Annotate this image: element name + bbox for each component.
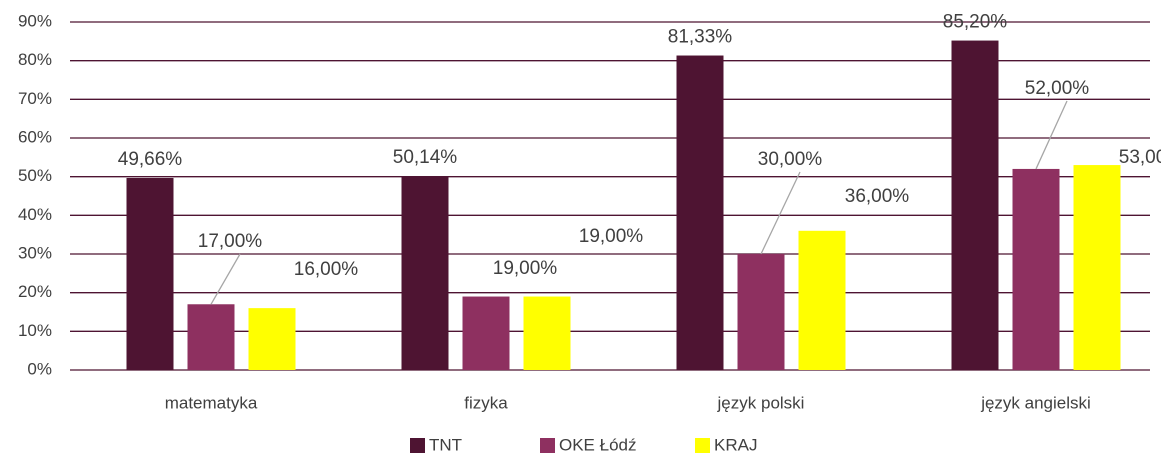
y-tick-label: 80%	[18, 50, 52, 69]
data-label: 17,00%	[198, 231, 263, 252]
legend-label: KRAJ	[714, 435, 757, 454]
y-tick-label: 50%	[18, 166, 52, 185]
bar	[126, 177, 174, 370]
data-label: 81,33%	[668, 27, 733, 48]
bar	[401, 176, 449, 370]
data-label: 30,00%	[758, 149, 823, 170]
bar	[676, 55, 724, 371]
bar	[462, 296, 510, 370]
leader-line	[210, 253, 241, 305]
y-tick-label: 30%	[18, 243, 52, 262]
bar	[798, 230, 846, 370]
y-tick-label: 70%	[18, 89, 52, 108]
x-tick-label: język angielski	[980, 393, 1091, 412]
x-tick-label: matematyka	[165, 393, 258, 412]
leader-line	[1035, 100, 1068, 170]
data-label: 19,00%	[579, 226, 644, 247]
data-label: 49,66%	[118, 149, 183, 170]
bar	[248, 308, 296, 370]
y-tick-label: 10%	[18, 321, 52, 340]
data-label: 16,00%	[294, 259, 359, 280]
bar	[1012, 168, 1060, 370]
data-label: 52,00%	[1025, 78, 1090, 99]
bar	[523, 296, 571, 370]
y-tick-label: 20%	[18, 282, 52, 301]
bar	[187, 304, 235, 370]
x-tick-label: język polski	[717, 393, 805, 412]
data-label: 19,00%	[493, 258, 558, 279]
y-tick-label: 60%	[18, 127, 52, 146]
y-tick-label: 90%	[18, 11, 52, 30]
x-tick-label: fizyka	[464, 393, 508, 412]
leader-line	[760, 171, 801, 255]
data-label: 50,14%	[393, 147, 458, 168]
bar	[1073, 165, 1121, 370]
data-label: 85,20%	[943, 12, 1008, 33]
bar	[951, 40, 999, 371]
bar	[737, 254, 785, 370]
data-label: 53,00%	[1119, 147, 1161, 168]
y-tick-label: 40%	[18, 205, 52, 224]
y-tick-label: 0%	[27, 359, 52, 378]
legend-swatch	[410, 438, 425, 453]
legend-swatch	[540, 438, 555, 453]
legend-label: TNT	[429, 435, 462, 454]
legend-swatch	[695, 438, 710, 453]
legend-label: OKE Łódź	[559, 435, 637, 454]
data-label: 36,00%	[845, 186, 910, 207]
